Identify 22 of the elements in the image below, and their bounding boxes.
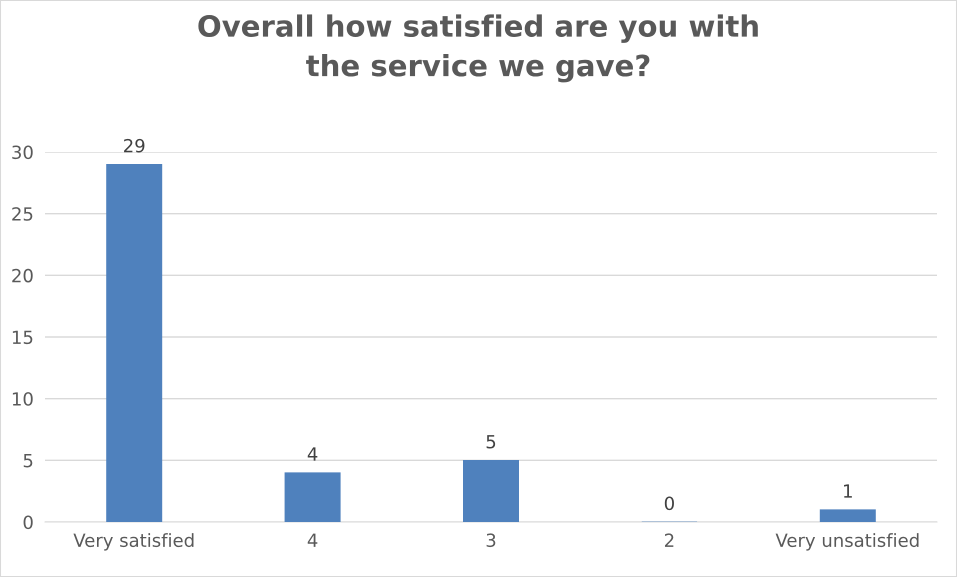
bar	[463, 460, 519, 522]
y-tick-label: 5	[24, 454, 32, 468]
x-tick-label: 3	[486, 533, 496, 548]
data-label: 5	[486, 435, 496, 448]
data-label: 29	[124, 138, 144, 152]
x-tick-label: 4	[308, 534, 318, 547]
y-tick-label: 30	[12, 145, 33, 160]
x-tick-label: Very satisfied	[73, 533, 194, 551]
y-tick-label: 0	[24, 515, 33, 530]
y-tick-label: 10	[12, 392, 33, 406]
data-label: 0	[664, 496, 674, 510]
y-tick-label: 20	[12, 268, 33, 282]
data-label: 4	[308, 447, 318, 461]
y-tick-label: 25	[12, 207, 32, 221]
chart-title: Overall how satisfied are you with the service we gave?	[198, 14, 758, 82]
data-label: 1	[844, 484, 852, 498]
x-tick-label: 2	[664, 533, 674, 547]
bar	[284, 472, 341, 522]
y-tick-label: 15	[12, 330, 32, 344]
bar	[820, 509, 876, 522]
x-tick-label: Very unsatisfied	[776, 533, 919, 551]
bar	[106, 164, 162, 522]
